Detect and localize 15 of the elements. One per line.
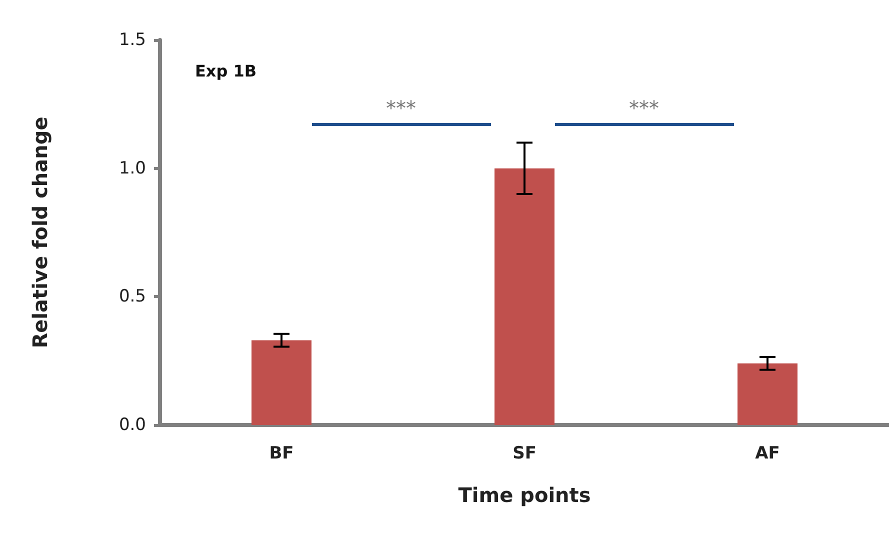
text: Exp 1B <box>195 62 257 80</box>
annotation: *** <box>628 96 660 120</box>
y-tick-label: 1.5 <box>118 30 146 50</box>
y-tick-label: 1.0 <box>118 158 146 178</box>
bar <box>738 363 798 425</box>
y-axis-title: Relative fold change <box>28 116 52 348</box>
x-tick-label: BF <box>269 444 294 464</box>
y-tick-label: 0.0 <box>118 415 146 435</box>
x-axis-title: Time points <box>458 483 591 507</box>
annotation: *** <box>385 96 417 120</box>
bar <box>252 340 312 425</box>
x-tick-label: SF <box>512 444 536 464</box>
y-tick-label: 0.5 <box>118 286 146 307</box>
x-tick-label: AF <box>755 444 780 464</box>
bar <box>494 168 554 425</box>
